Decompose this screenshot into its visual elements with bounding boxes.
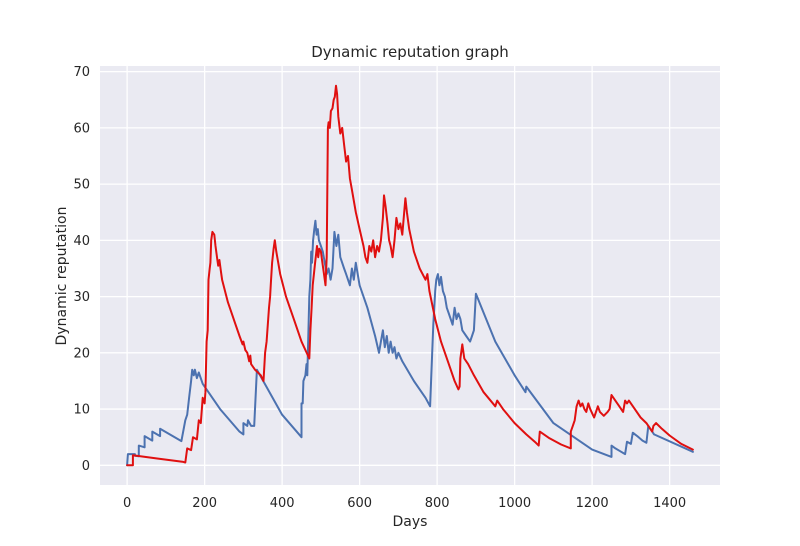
y-tick-label: 20 [73,346,90,361]
x-tick-label: 1000 [498,496,531,511]
plot-area [100,66,720,485]
x-tick-label: 1200 [576,496,609,511]
series-line-1 [126,219,694,467]
x-tick-label: 1400 [653,496,686,511]
grid [100,66,720,485]
y-tick-label: 0 [82,459,90,474]
x-tick-label: 600 [347,496,372,511]
x-tick-label: 800 [425,496,450,511]
y-tick-label: 70 [73,65,90,80]
y-tick-label: 60 [73,121,90,136]
x-tick-label: 200 [192,496,217,511]
y-tick-label: 40 [73,234,90,249]
x-axis-label: Days [393,514,428,530]
x-tick-label: 400 [270,496,295,511]
y-axis-label: Dynamic reputation [54,207,70,346]
series-line-2 [126,84,694,467]
y-tick-label: 50 [73,178,90,193]
tick-labels: 0 200 400 600 800 1000 1200 1400 0 10 20 30 40 50 60 70 [73,65,686,511]
y-tick-label: 30 [73,290,90,305]
series-layer [126,84,694,467]
x-tick-label: 0 [123,496,131,511]
chart-title: Dynamic reputation graph [311,43,509,61]
y-tick-label: 10 [73,403,90,418]
